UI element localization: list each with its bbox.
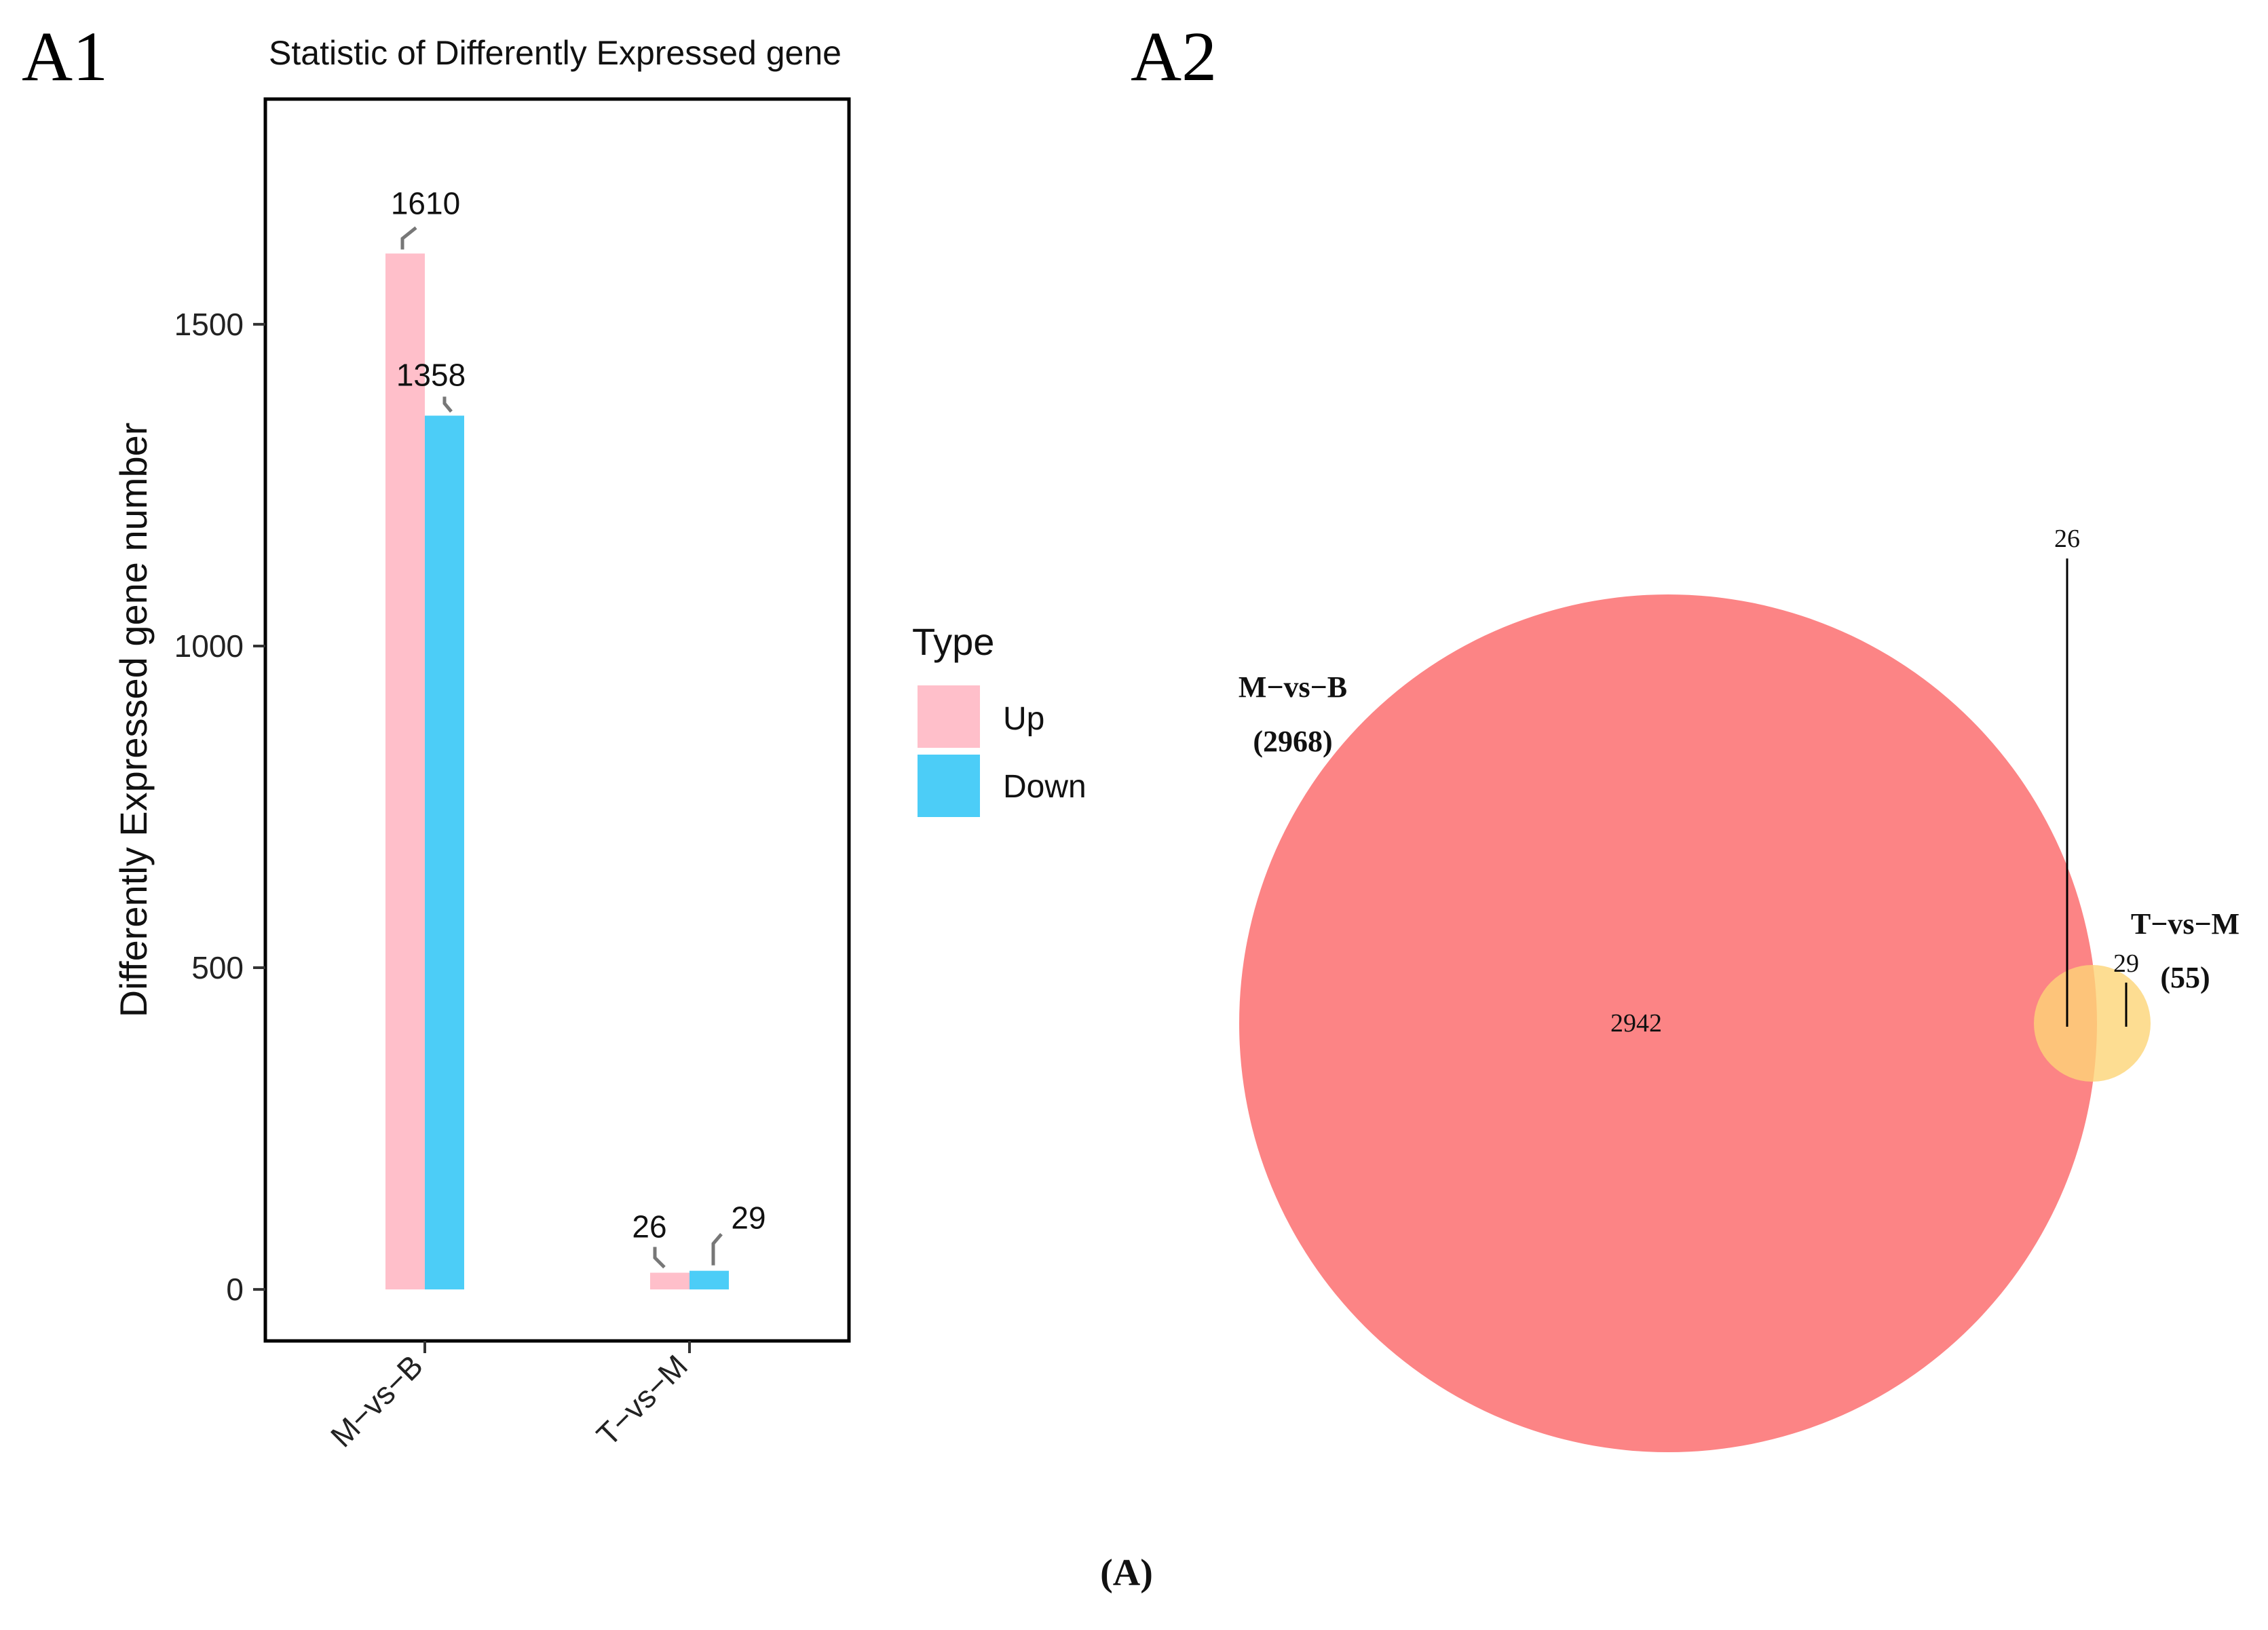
y-axis-title: Differently Expressed gene number [112,423,155,1018]
venn-set-total-m-vs-b: (2968) [1253,725,1332,758]
venn-circle-t-vs-m [2034,965,2151,1082]
label-leader-t-vs-m-down [711,1233,723,1266]
y-tick-label-500: 500 [191,950,244,985]
figure-caption: (A) [1100,1552,1153,1594]
label-leader-t-vs-m-up [653,1247,666,1269]
bar-t-vs-m-down [689,1270,729,1290]
venn-region-intersection: 26 [2054,525,2080,553]
chart-title: Statistic of Differently Expressed gene [269,34,842,72]
venn-set-label-m-vs-b: M−vs−B [1239,670,1347,704]
legend-label-down: Down [1003,769,1086,805]
venn-set-label-t-vs-m: T−vs−M [2131,907,2239,941]
venn-diagram: M−vs−B (2968) T−vs−M (55) 2942 26 29 [1239,525,2239,1452]
bar-group [385,253,729,1290]
y-tick-label-1000: 1000 [174,628,244,664]
venn-region-only-t-vs-m: 29 [2113,949,2139,978]
y-axis: 0 500 1000 1500 [174,307,265,1307]
data-label-t-vs-m-up: 26 [632,1209,666,1244]
legend: Type Up Down [912,620,1086,817]
y-tick-label-0: 0 [226,1272,244,1307]
bar-t-vs-m-up [650,1272,689,1290]
venn-region-only-m-vs-b: 2942 [1610,1009,1662,1038]
bar-m-vs-b-up [385,253,425,1290]
legend-swatch-down [918,755,980,817]
data-label-t-vs-m-down: 29 [731,1200,766,1236]
bar-chart: Statistic of Differently Expressed gene … [112,34,1086,1454]
x-axis: M−vs−B T−vs−M [324,1341,694,1454]
bar-m-vs-b-down [425,415,464,1290]
y-tick-label-1500: 1500 [174,307,244,342]
venn-set-total-t-vs-m: (55) [2160,961,2210,994]
legend-title: Type [912,620,994,663]
data-label-m-vs-b-up: 1610 [391,186,460,221]
label-leader-m-vs-b-down [442,396,453,413]
x-tick-label-t-vs-m: T−vs−M [590,1348,694,1452]
x-tick-label-m-vs-b: M−vs−B [324,1348,430,1454]
legend-swatch-up [918,685,980,748]
plot-frame [263,97,851,1343]
panel-label-a2: A2 [1131,18,1217,96]
label-leader-m-vs-b-up [400,226,417,250]
venn-circle-m-vs-b [1239,594,2097,1452]
data-labels: 1610 1358 26 29 [391,186,766,1269]
panel-label-a1: A1 [22,18,108,96]
data-label-m-vs-b-down: 1358 [396,358,466,393]
legend-label-up: Up [1003,701,1044,737]
